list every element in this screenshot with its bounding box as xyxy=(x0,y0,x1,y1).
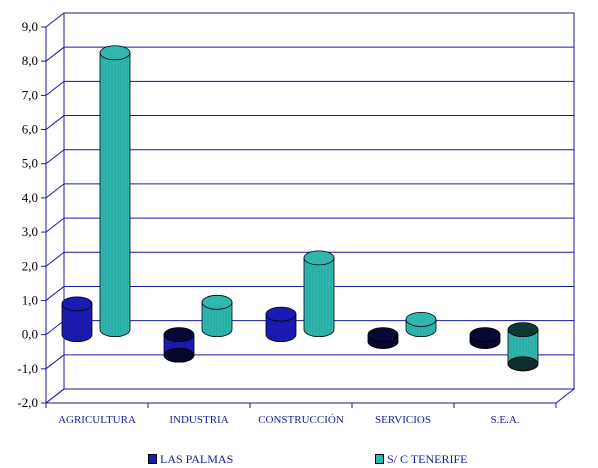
y-tick-label: 3,0 xyxy=(22,224,38,239)
grid-lines xyxy=(45,12,575,404)
legend-swatch-las-palmas xyxy=(148,454,157,464)
y-tick-label: 8,0 xyxy=(22,53,38,68)
y-tick-label: -2,0 xyxy=(17,395,38,410)
x-category-label: SERVICIOS xyxy=(375,414,431,426)
bar-chart: 9,0 8,0 7,0 6,0 5,0 4,0 3,0 2,0 1,0 0,0 -1,0 -2,0 A… xyxy=(17,12,576,426)
y-tick-label: 9,0 xyxy=(22,19,38,34)
legend-item-sc-tenerife: S/ C TENERIFE xyxy=(375,452,467,467)
legend: LAS PALMAS S/ C TENERIFE xyxy=(0,452,598,468)
bar-sc-tenerife xyxy=(507,322,539,372)
bar-las-palmas xyxy=(61,296,93,342)
x-category-label: AGRICULTURA xyxy=(58,414,136,426)
y-tick-label: 0,0 xyxy=(22,327,38,342)
bar-sc-tenerife xyxy=(201,294,233,337)
y-axis: 9,0 8,0 7,0 6,0 5,0 4,0 3,0 2,0 1,0 0,0 -1,0 -2,0 xyxy=(17,19,576,410)
legend-swatch-sc-tenerife xyxy=(375,454,384,464)
bar-las-palmas xyxy=(265,306,297,342)
bar-las-palmas xyxy=(367,327,399,349)
y-tick-label: 4,0 xyxy=(22,190,38,205)
y-tick-label: -1,0 xyxy=(17,361,38,376)
bar-las-palmas xyxy=(469,327,501,349)
x-category-label: CONSTRUCCIÓN xyxy=(258,414,344,426)
y-tick-label: 2,0 xyxy=(22,258,38,273)
x-axis-labels: AGRICULTURA INDUSTRIA CONSTRUCCIÓN SERVICIO… xyxy=(58,414,520,426)
y-tick-label: 5,0 xyxy=(22,156,38,171)
legend-item-las-palmas: LAS PALMAS xyxy=(148,452,233,467)
x-category-label: INDUSTRIA xyxy=(169,414,228,426)
x-category-label: S.E.A. xyxy=(490,414,519,426)
y-tick-label: 7,0 xyxy=(22,87,38,102)
bar-las-palmas xyxy=(163,327,195,363)
y-tick-label: 6,0 xyxy=(22,122,38,137)
legend-label-las-palmas: LAS PALMAS xyxy=(160,452,234,466)
bar-sc-tenerife xyxy=(405,311,437,337)
y-tick-label: 1,0 xyxy=(22,292,38,307)
bar-sc-tenerife xyxy=(99,45,131,337)
bar-sc-tenerife xyxy=(303,250,335,337)
legend-label-sc-tenerife: S/ C TENERIFE xyxy=(387,452,468,466)
bars xyxy=(61,45,539,372)
